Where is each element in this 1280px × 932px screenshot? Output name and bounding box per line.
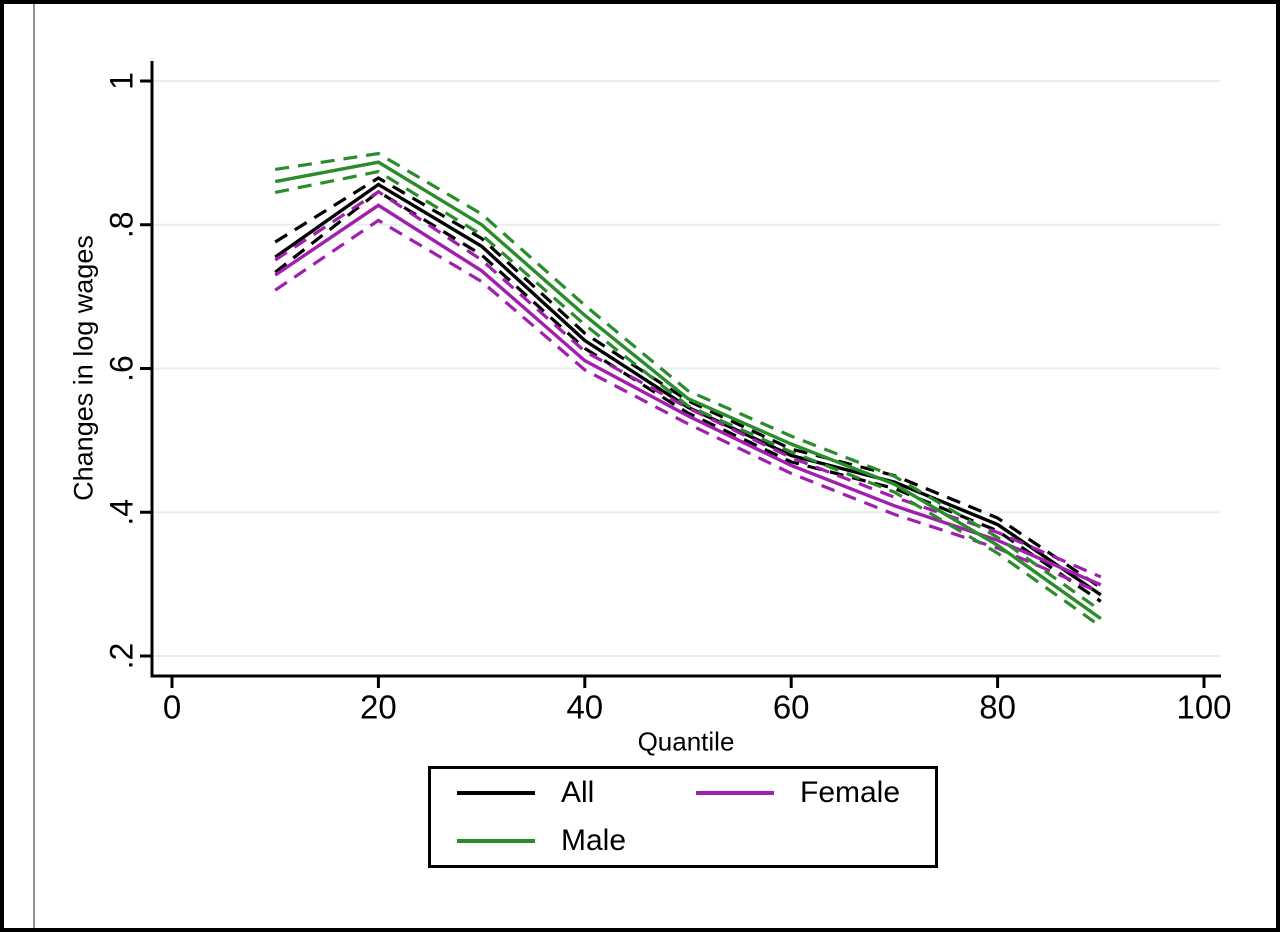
- legend-item-all: All: [457, 776, 696, 810]
- series-line-male: [274, 160, 1102, 620]
- window-edge-line: [33, 4, 35, 928]
- legend-label-female: Female: [800, 776, 901, 809]
- y-tick-label: .4: [103, 499, 139, 526]
- x-tick-label: 20: [360, 689, 397, 726]
- x-tick-label: 100: [1176, 689, 1231, 726]
- x-tick-label: 40: [566, 689, 603, 726]
- legend-item-male: Male: [457, 824, 696, 858]
- y-tick-label: .8: [103, 211, 139, 238]
- legend-label-male: Male: [561, 824, 627, 857]
- legend-label-all: All: [561, 776, 595, 809]
- legend-line-male: [457, 839, 535, 843]
- legend: All Female Male: [428, 766, 938, 868]
- x-tick-label: 60: [773, 689, 810, 726]
- x-axis-title: Quantile: [637, 726, 735, 757]
- y-tick-label: .2: [103, 643, 139, 670]
- ci-upper-line-male: [274, 151, 1102, 613]
- series-line-female: [274, 203, 1102, 587]
- legend-item-female: Female: [696, 776, 935, 810]
- chart-plot-area: 1 .8 .6 .4 .2 0 20 40 60 80 100: [103, 61, 1232, 726]
- y-axis-title: Changes in log wages: [68, 235, 99, 501]
- legend-line-all: [457, 791, 535, 795]
- x-tick-label: 0: [163, 689, 181, 726]
- ci-lower-line-female: [274, 218, 1102, 595]
- x-tick-label: 80: [979, 689, 1016, 726]
- legend-line-female: [696, 791, 774, 795]
- y-tick-label: .6: [103, 355, 139, 382]
- ci-lower-line-male: [274, 169, 1102, 628]
- ci-upper-line-female: [274, 189, 1102, 579]
- ci-upper-line-all: [274, 176, 1102, 590]
- y-tick-label: 1: [103, 72, 139, 90]
